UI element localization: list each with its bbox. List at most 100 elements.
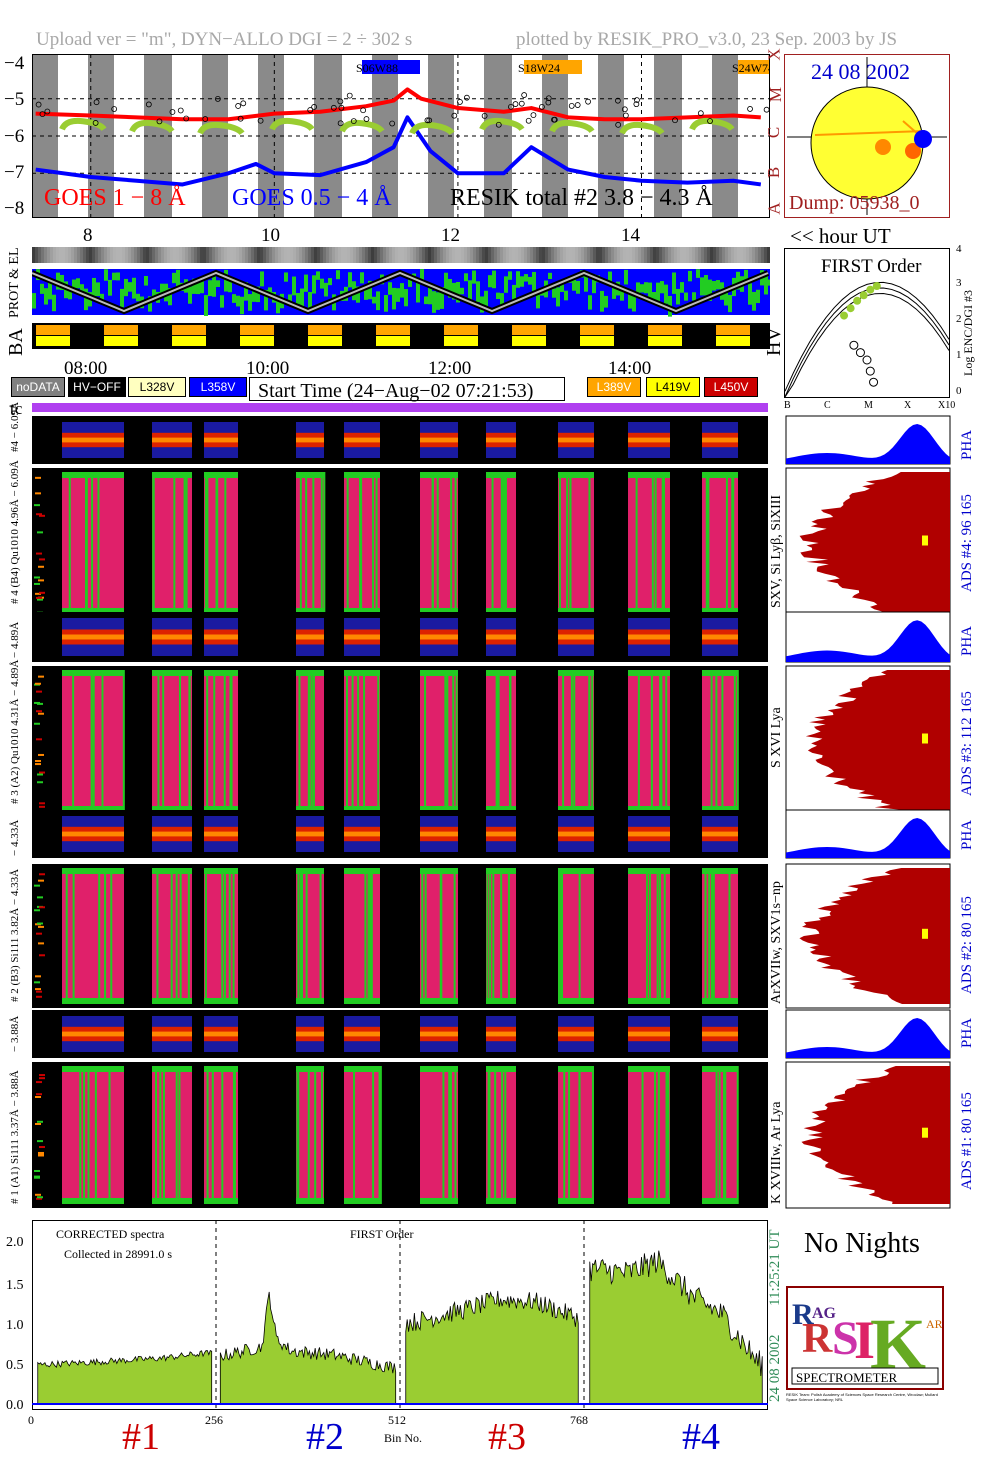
first-order-ylabel: Log ENC/DGI #3 [961, 290, 975, 376]
y-tick: −5 [4, 89, 25, 110]
el-strip-cell [116, 247, 119, 263]
spec-stripe [509, 670, 512, 812]
el-strip-cell [527, 247, 530, 263]
el-strip-cell [530, 247, 533, 263]
el-strip-cell [287, 247, 290, 263]
prot-cell [136, 293, 140, 302]
spec-edge [296, 608, 324, 614]
el-strip-cell [185, 247, 188, 263]
el-strip-cell [254, 247, 257, 263]
spec-stripe [178, 1066, 181, 1204]
night-stripe [88, 54, 114, 218]
resik-point [521, 92, 528, 98]
spec-edge [628, 868, 670, 874]
y-tick: 0.0 [6, 1398, 24, 1413]
edge-tick [37, 1196, 43, 1199]
pha-core [204, 634, 238, 640]
spec-stripe [162, 1066, 165, 1204]
prot-cell [396, 288, 400, 302]
spec-stripe [301, 868, 304, 1004]
upload-version-text: Upload ver = "m", DYN−ALLO DGI = 2 ÷ 302… [36, 29, 413, 50]
hour-tick: 8 [83, 225, 93, 246]
resik-segment [479, 117, 525, 132]
el-strip-cell [164, 247, 167, 263]
tc-bar [32, 403, 768, 412]
detector-spectrograms [32, 415, 951, 1209]
prot-cell [172, 272, 176, 284]
prot-cell [496, 292, 500, 300]
el-strip-cell [590, 247, 593, 263]
prot-cell [112, 272, 116, 281]
el-strip-cell [233, 247, 236, 263]
prot-cell [208, 280, 212, 297]
svg-text:R: R [802, 1316, 833, 1362]
edge-tick [35, 975, 41, 978]
prot-cell [612, 287, 616, 299]
spec-block [344, 1066, 380, 1204]
prot-cell [444, 272, 448, 290]
lines-label-3: S XVI Lya [769, 707, 784, 768]
el-strip-cell [452, 247, 455, 263]
spec-block [152, 1066, 192, 1204]
el-strip-cell [140, 247, 143, 263]
el-strip-cell [752, 247, 755, 263]
resik-segment [549, 119, 595, 134]
prot-cell [312, 275, 316, 294]
spec-stripe [229, 670, 232, 812]
spec-stripe [656, 868, 659, 1004]
spec-stripe [500, 472, 503, 614]
legend-goes-short: GOES 0.5 − 4 Å [232, 185, 392, 211]
spec-edge [62, 1198, 124, 1204]
spec-edge [420, 1066, 458, 1072]
el-strip-cell [371, 247, 374, 263]
prot-cell [440, 287, 444, 309]
prot-cell [688, 270, 692, 282]
el-strip-cell [605, 247, 608, 263]
edge-tick [34, 582, 40, 585]
spec-block [702, 868, 738, 1004]
spec-edge [296, 1066, 324, 1072]
el-strip-cell [80, 247, 83, 263]
legend-l450v: L450V [704, 377, 758, 397]
prot-cell [452, 282, 456, 300]
el-strip-cell [230, 247, 233, 263]
ads-histogram [799, 472, 950, 614]
el-strip-cell [536, 247, 539, 263]
el-strip-cell [218, 247, 221, 263]
pha-core [702, 1031, 738, 1037]
spec-stripe [297, 1066, 300, 1204]
el-strip-cell [107, 247, 110, 263]
el-strip-cell [545, 247, 548, 263]
edge-tick [36, 738, 42, 741]
el-strip-cell [638, 247, 641, 263]
prot-cell [460, 287, 464, 295]
edge-tick [34, 1169, 40, 1172]
prot-cell [472, 270, 476, 284]
scatter-point [859, 291, 868, 300]
el-strip-cell [314, 247, 317, 263]
flare-label: S18W24 [518, 61, 560, 75]
ba-block [308, 336, 342, 346]
spec-stripe [173, 472, 176, 614]
el-strip-cell [668, 247, 671, 263]
spec-stripe [569, 472, 572, 614]
ba-block [104, 336, 138, 346]
pha-core [152, 634, 192, 640]
el-strip-cell [245, 247, 248, 263]
night-stripe [144, 54, 172, 218]
y-tick: 1 [956, 349, 962, 361]
spec-stripe [663, 868, 666, 1004]
el-strip-cell [68, 247, 71, 263]
el-strip-cell [197, 247, 200, 263]
spec-stripe [731, 472, 734, 614]
el-strip-cell [356, 247, 359, 263]
prot-cell [644, 282, 648, 294]
prot-cell [684, 292, 688, 301]
resik-point [202, 116, 209, 122]
spec-stripe [232, 868, 235, 1004]
spec-stripe [558, 472, 561, 614]
spec-edge [558, 806, 594, 812]
resik-point [183, 115, 190, 122]
el-strip-cell [614, 247, 617, 263]
el-strip-cell [491, 247, 494, 263]
